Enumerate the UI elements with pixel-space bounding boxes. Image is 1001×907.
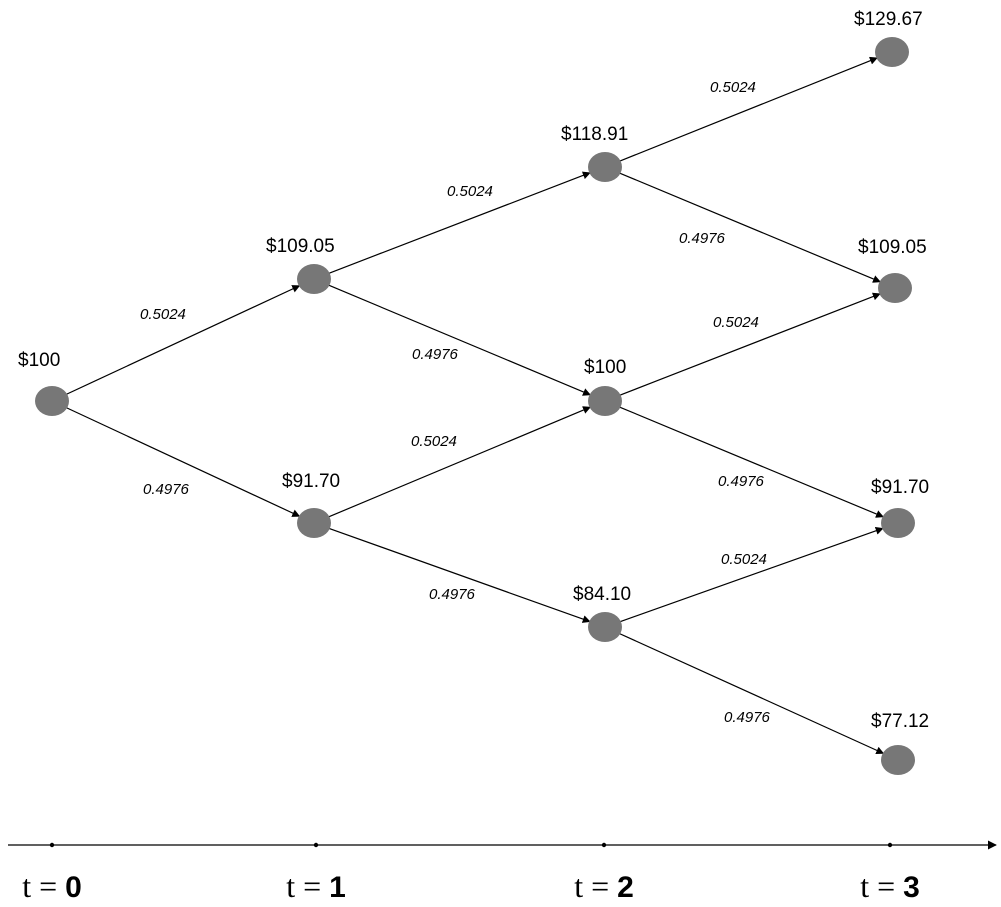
price-label: $91.70 <box>871 477 929 498</box>
edges-layer: 0.5024 0.4976 0.5024 0.4976 0.5024 0.4976 0.50… <box>66 56 885 755</box>
price-label: $109.05 <box>858 237 927 258</box>
probability-label: 0.4976 <box>718 473 765 490</box>
time-axis-label: t = 2 <box>574 868 634 904</box>
nodes-layer: $100 $109.05 $91.70 $118.91 $100 $84.10 $129.6… <box>18 9 929 775</box>
edge-n11-n21 <box>328 406 591 518</box>
node-n20 <box>588 152 622 182</box>
probability-label: 0.5024 <box>411 433 457 450</box>
price-label: $100 <box>18 350 60 371</box>
time-axis-tick <box>601 842 607 848</box>
node-n32 <box>881 508 915 538</box>
time-axis-label: t = 3 <box>860 868 920 904</box>
edge-n10-n21 <box>328 284 591 396</box>
node-n31 <box>878 273 912 303</box>
time-axis-tick <box>49 842 55 848</box>
edge-n11-n22 <box>328 527 591 623</box>
node-n30 <box>875 37 909 67</box>
price-label: $118.91 <box>561 124 628 145</box>
edge-n20-n30 <box>619 56 878 162</box>
node-n10 <box>297 264 331 294</box>
edge-n22-n33 <box>619 633 885 755</box>
edge-n20-n31 <box>619 172 881 283</box>
node-n22 <box>588 612 622 642</box>
node-n21 <box>588 386 622 416</box>
probability-label: 0.4976 <box>429 586 476 603</box>
node-n00 <box>35 386 69 416</box>
edge-n21-n31 <box>619 292 881 396</box>
edge-n00-n11 <box>66 407 301 517</box>
price-label: $109.05 <box>266 236 335 257</box>
probability-label: 0.4976 <box>143 481 190 498</box>
edge-n21-n32 <box>619 406 884 518</box>
edge-n10-n20 <box>328 171 591 274</box>
price-label: $100 <box>584 357 626 378</box>
price-label: $77.12 <box>871 711 929 732</box>
price-label: $129.67 <box>854 9 923 30</box>
probability-label: 0.5024 <box>140 306 186 323</box>
time-axis-label: t = 1 <box>286 868 346 904</box>
node-n11 <box>297 508 331 538</box>
node-n33 <box>881 745 915 775</box>
probability-label: 0.4976 <box>679 230 726 247</box>
edge-n22-n32 <box>619 526 884 623</box>
time-axis-tick <box>313 842 319 848</box>
time-axis-label: t = 0 <box>22 868 82 904</box>
probability-label: 0.5024 <box>721 551 767 568</box>
time-axis-tick <box>887 842 893 848</box>
probability-label: 0.5024 <box>447 183 493 200</box>
edge-n00-n10 <box>66 285 301 395</box>
price-label: $84.10 <box>573 584 631 605</box>
price-label: $91.70 <box>282 471 340 492</box>
probability-label: 0.5024 <box>710 79 756 96</box>
probability-label: 0.5024 <box>713 314 759 331</box>
time-axis: t = 0 t = 1 t = 2 t = 3 <box>8 840 997 904</box>
probability-label: 0.4976 <box>724 709 771 726</box>
probability-label: 0.4976 <box>412 346 459 363</box>
